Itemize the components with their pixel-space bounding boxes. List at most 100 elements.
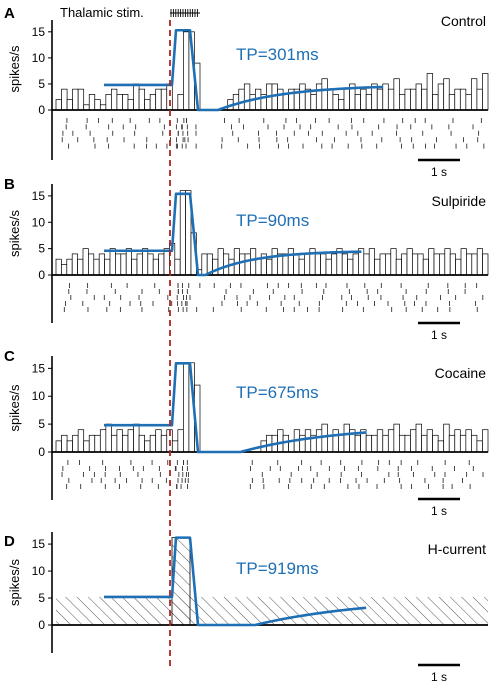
histogram-bar <box>321 423 328 453</box>
histogram-bar <box>321 78 328 111</box>
y-tick-label: 10 <box>32 51 46 65</box>
condition-label: H-current <box>428 541 486 557</box>
histogram-bar <box>61 264 68 276</box>
histogram-bar <box>144 440 151 453</box>
histogram-bar <box>374 258 381 276</box>
histogram-bar <box>410 88 417 111</box>
histogram-bar <box>266 258 273 276</box>
histogram-bar <box>347 258 354 276</box>
histogram-bar <box>315 429 323 453</box>
histogram-bar <box>443 78 450 111</box>
y-tick-label: 15 <box>32 25 46 39</box>
histogram-bar <box>454 88 461 111</box>
tp-label: TP=90ms <box>236 211 309 230</box>
histogram-bar <box>299 83 306 111</box>
histogram-bar <box>360 88 367 111</box>
histogram-bar <box>71 253 78 276</box>
tp-label: TP=675ms <box>236 383 319 402</box>
histogram-bar <box>310 94 317 111</box>
histogram-bar <box>138 434 145 453</box>
histogram-bar <box>94 99 101 111</box>
histogram-bar <box>61 88 68 111</box>
histogram-bar <box>382 434 389 453</box>
histogram-bar <box>155 88 162 111</box>
histogram-bar <box>471 434 478 453</box>
y-axis-label: spikes/s <box>7 384 22 431</box>
histogram-bar <box>147 253 154 276</box>
histogram-bar <box>332 429 339 453</box>
histogram-bar <box>244 253 251 276</box>
histogram-bar <box>417 253 424 276</box>
histogram-bar <box>183 31 190 111</box>
histogram-bar <box>376 429 384 453</box>
histogram-bar <box>304 429 312 453</box>
histogram-bar <box>465 429 472 453</box>
histogram-bar <box>432 94 439 111</box>
histogram-bar <box>387 88 395 111</box>
y-tick-label: 10 <box>32 564 46 578</box>
y-axis-label: spikes/s <box>7 210 22 257</box>
histogram-bar <box>412 253 419 276</box>
scale-bar-label: 1 s <box>431 165 447 179</box>
y-axis-label: spikes/s <box>7 45 22 92</box>
histogram-bar <box>332 94 339 111</box>
histogram-bar <box>55 440 62 453</box>
y-tick-label: 0 <box>38 445 45 459</box>
histogram-bar <box>277 429 284 453</box>
histogram-bar <box>314 253 321 276</box>
y-axis-label: spikes/s <box>7 559 22 606</box>
histogram-bar <box>415 83 422 111</box>
panel-A: A Control TP=301ms spikes/s 0 5 10 15 1 s <box>4 5 489 179</box>
panel-B: B Sulpiride TP=90ms spikes/s 0 5 10 15 1 s <box>4 176 489 342</box>
histogram-bar <box>432 434 439 453</box>
histogram-bar <box>471 78 478 111</box>
histogram-bar <box>149 434 157 453</box>
histogram-bar <box>401 253 408 276</box>
histogram-bar <box>125 248 132 276</box>
histogram-bar <box>88 434 96 453</box>
histogram-bar <box>111 434 118 453</box>
histogram-bar <box>142 248 149 276</box>
histogram-bar <box>223 253 230 276</box>
histogram-bar <box>171 440 179 453</box>
histogram-bar <box>422 258 429 276</box>
histogram-bar <box>393 423 400 453</box>
histogram-bar <box>217 248 224 276</box>
histogram-bar <box>454 429 461 453</box>
histogram-bar <box>88 94 96 111</box>
histogram-bar <box>72 88 79 111</box>
histogram-bar <box>127 429 134 453</box>
histogram-bar <box>465 94 472 111</box>
histogram-bar <box>120 253 127 276</box>
histogram-bar <box>228 258 235 276</box>
condition-label: Sulpiride <box>432 193 487 209</box>
histogram-bar <box>385 253 392 276</box>
histogram-bar <box>459 434 467 453</box>
histogram-bar <box>437 83 445 111</box>
histogram-bar <box>66 99 73 111</box>
histogram-bar <box>116 429 123 453</box>
histogram-bar <box>179 190 186 276</box>
histogram-bar <box>293 253 300 276</box>
spike-raster <box>61 118 485 149</box>
histogram-bar <box>482 253 489 276</box>
histogram-bar <box>406 248 413 276</box>
histogram-bar <box>426 73 433 111</box>
histogram-bar <box>94 434 101 453</box>
histogram-bar <box>82 248 89 276</box>
histogram-bar <box>163 248 170 276</box>
histogram-bar <box>138 88 145 111</box>
condition-label: Cocaine <box>435 365 487 381</box>
histogram-bar <box>239 253 246 276</box>
histogram-bar <box>448 94 456 111</box>
histogram-bar <box>111 88 118 111</box>
histogram-bar <box>387 429 395 453</box>
histogram-bar <box>166 83 173 111</box>
histogram-bar <box>136 253 143 276</box>
histogram-bar <box>382 83 389 111</box>
histogram-bar <box>144 99 151 111</box>
y-tick-label: 15 <box>32 537 46 551</box>
histogram-bar <box>298 258 305 276</box>
histogram-bar <box>390 248 397 276</box>
histogram-bar <box>83 440 90 453</box>
